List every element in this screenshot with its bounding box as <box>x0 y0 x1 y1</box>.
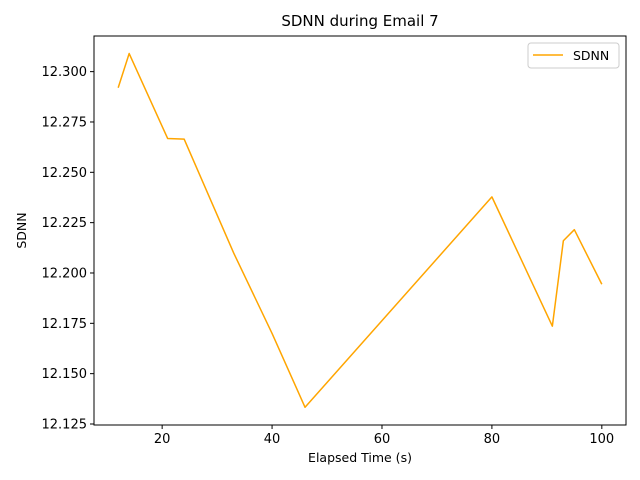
y-tick-label: 12.175 <box>42 317 88 332</box>
y-tick-label: 12.300 <box>42 65 88 80</box>
x-tick-label: 60 <box>374 432 391 447</box>
y-tick-label: 12.225 <box>42 216 88 231</box>
chart-title: SDNN during Email 7 <box>281 12 438 30</box>
y-tick-label: 12.275 <box>42 115 88 130</box>
y-axis: 12.125 12.150 12.175 12.200 12.225 12.250 12.2… <box>42 65 94 432</box>
series-line <box>117 52 603 409</box>
x-tick-label: 80 <box>484 432 501 447</box>
legend-label: SDNN <box>573 48 609 63</box>
y-axis-label: SDNN <box>14 212 29 248</box>
x-tick-label: 40 <box>264 432 281 447</box>
y-tick-label: 12.250 <box>42 166 88 181</box>
y-tick-label: 12.125 <box>42 417 88 432</box>
legend: SDNN <box>527 42 620 69</box>
y-tick-label: 12.200 <box>42 266 88 281</box>
x-axis: 20 40 60 80 100 <box>154 425 614 447</box>
legend-box <box>527 42 620 69</box>
x-axis-label: Elapsed Time (s) <box>308 450 412 465</box>
y-tick-label: 12.150 <box>42 367 88 382</box>
axes-frame <box>93 35 627 426</box>
plot-area <box>117 52 603 409</box>
x-tick-label: 100 <box>589 432 614 447</box>
x-tick-label: 20 <box>154 432 171 447</box>
